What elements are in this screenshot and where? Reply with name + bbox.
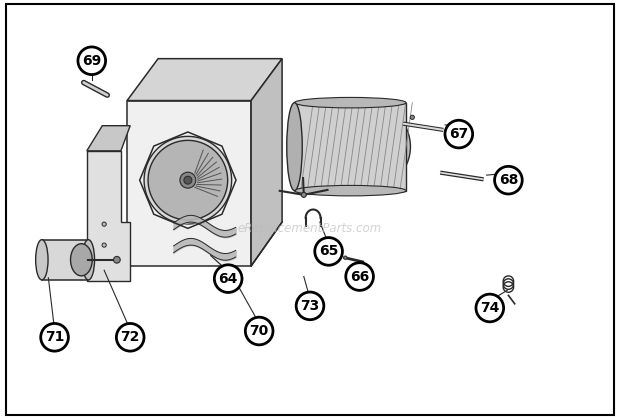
Ellipse shape	[294, 185, 406, 196]
Ellipse shape	[180, 172, 196, 188]
Ellipse shape	[410, 115, 414, 119]
Ellipse shape	[102, 243, 106, 247]
Text: 67: 67	[449, 127, 469, 141]
Polygon shape	[294, 103, 406, 191]
Ellipse shape	[215, 265, 242, 292]
Ellipse shape	[321, 103, 410, 191]
Polygon shape	[251, 59, 282, 266]
Ellipse shape	[495, 166, 522, 194]
Ellipse shape	[343, 256, 347, 259]
Polygon shape	[87, 126, 130, 151]
Ellipse shape	[445, 120, 472, 148]
Ellipse shape	[71, 244, 92, 276]
Ellipse shape	[117, 323, 144, 351]
Ellipse shape	[102, 222, 106, 226]
Ellipse shape	[294, 98, 406, 108]
Ellipse shape	[346, 263, 373, 290]
Ellipse shape	[113, 256, 120, 263]
Text: 66: 66	[350, 269, 370, 284]
Text: 69: 69	[82, 54, 102, 68]
Polygon shape	[127, 101, 251, 266]
Ellipse shape	[184, 176, 192, 184]
Ellipse shape	[476, 294, 503, 322]
Ellipse shape	[315, 238, 342, 265]
Ellipse shape	[41, 323, 68, 351]
Ellipse shape	[78, 47, 105, 75]
Text: 73: 73	[300, 299, 320, 313]
Ellipse shape	[144, 137, 232, 224]
Text: 68: 68	[498, 173, 518, 187]
Text: 74: 74	[480, 301, 500, 315]
Ellipse shape	[296, 292, 324, 320]
Ellipse shape	[286, 103, 303, 191]
Text: 64: 64	[218, 272, 238, 286]
Text: 65: 65	[319, 244, 339, 259]
Ellipse shape	[82, 240, 94, 280]
Text: 71: 71	[45, 330, 64, 344]
Polygon shape	[42, 240, 88, 280]
Ellipse shape	[148, 140, 228, 220]
Polygon shape	[127, 59, 282, 101]
Ellipse shape	[301, 192, 306, 197]
Text: 70: 70	[249, 324, 269, 338]
Polygon shape	[87, 151, 130, 281]
Ellipse shape	[35, 240, 48, 280]
Text: 72: 72	[120, 330, 140, 344]
Text: eReplacementParts.com: eReplacementParts.com	[238, 222, 382, 235]
Ellipse shape	[246, 317, 273, 345]
